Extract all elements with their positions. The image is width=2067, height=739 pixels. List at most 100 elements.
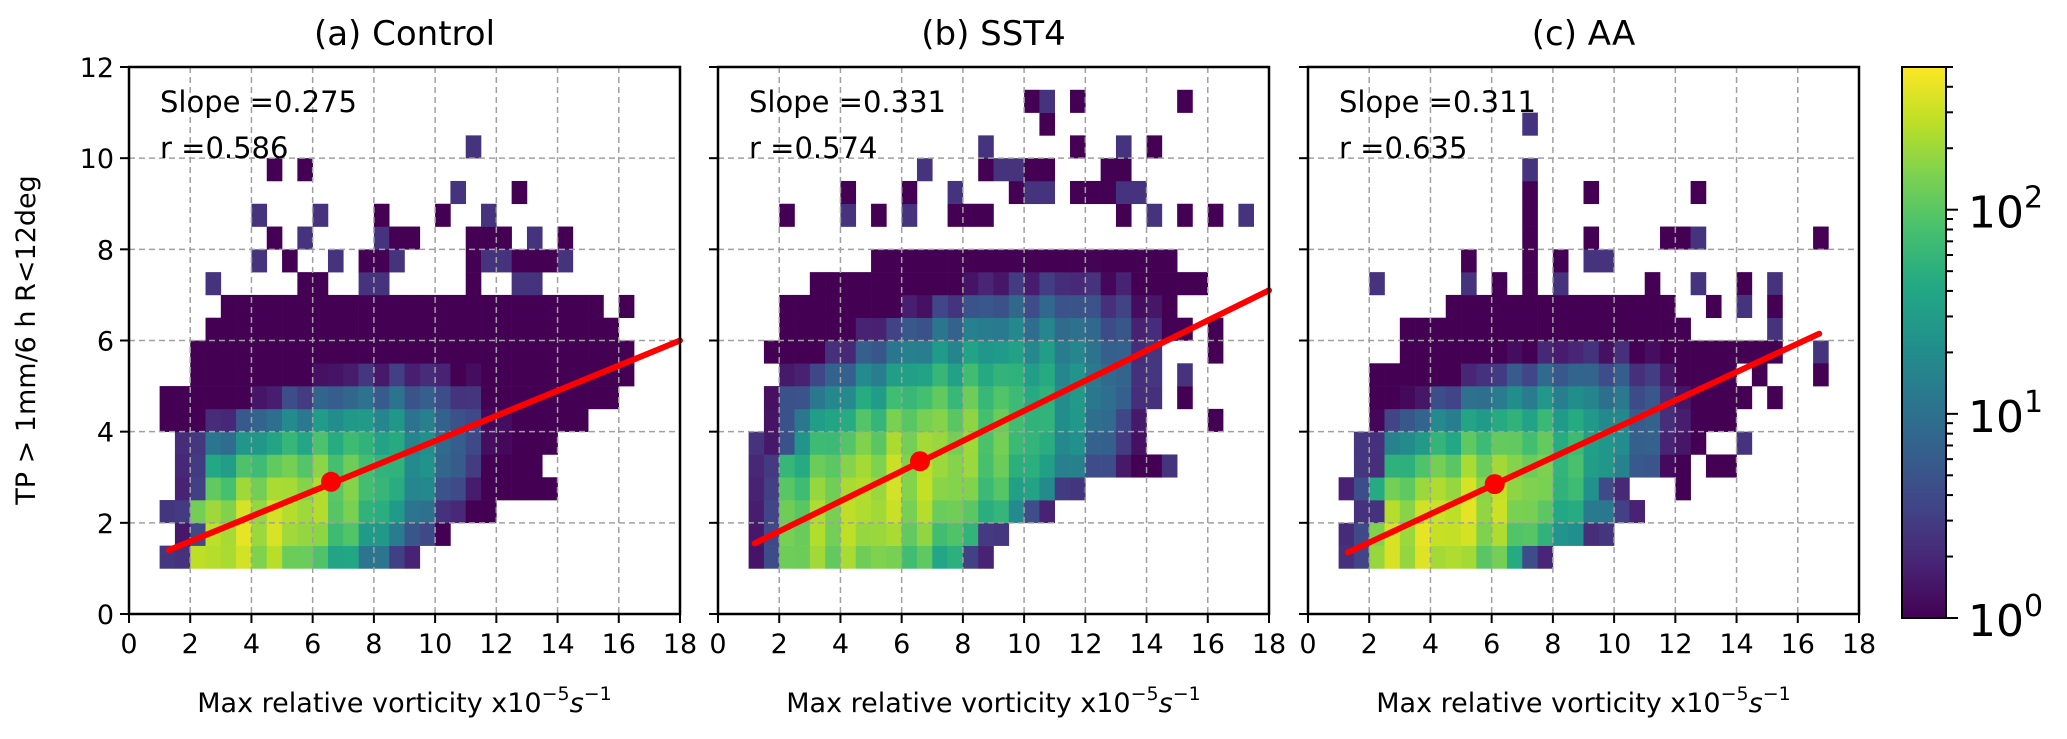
histogram-bin xyxy=(251,363,268,387)
histogram-bin xyxy=(1177,363,1193,387)
histogram-bin xyxy=(358,249,375,273)
histogram-bin xyxy=(809,431,826,455)
histogram-bin xyxy=(1491,545,1508,569)
histogram-bin xyxy=(978,340,994,364)
histogram-bin xyxy=(1384,545,1401,569)
histogram-bin xyxy=(871,203,887,227)
histogram-bin xyxy=(1552,522,1569,546)
histogram-bin xyxy=(1644,363,1661,387)
histogram-bin xyxy=(236,340,252,364)
histogram-bin xyxy=(1039,112,1056,136)
histogram-bin xyxy=(978,158,994,182)
histogram-bin xyxy=(190,408,206,432)
histogram-bin xyxy=(358,431,375,455)
histogram-bin xyxy=(886,386,902,410)
histogram-bin xyxy=(871,317,887,341)
histogram-bin xyxy=(481,500,497,524)
histogram-bin xyxy=(526,477,543,501)
histogram-bin xyxy=(190,386,206,410)
histogram-bin xyxy=(1024,408,1040,432)
histogram-bin xyxy=(343,522,359,546)
histogram-bin xyxy=(1115,431,1132,455)
histogram-bin xyxy=(1660,317,1676,341)
histogram-bin xyxy=(1675,317,1691,341)
histogram-bin xyxy=(1085,249,1101,273)
histogram-bin xyxy=(1813,363,1829,387)
x-tick-label: 2 xyxy=(1361,629,1378,660)
histogram-bin xyxy=(343,408,359,432)
histogram-bin xyxy=(1353,477,1370,501)
histogram-bin xyxy=(404,386,421,410)
histogram-bin xyxy=(327,545,344,569)
histogram-bin xyxy=(1461,522,1477,546)
histogram-bin xyxy=(1660,226,1676,250)
histogram-bin xyxy=(871,408,887,432)
histogram-bin xyxy=(1506,500,1523,524)
histogram-bin xyxy=(1568,522,1584,546)
x-tick-label: 8 xyxy=(1544,629,1561,660)
histogram-bin xyxy=(855,363,872,387)
histogram-bin xyxy=(1177,386,1193,410)
y-tick-label: 6 xyxy=(97,327,114,358)
histogram-bin xyxy=(779,317,795,341)
histogram-bin xyxy=(1690,431,1707,455)
histogram-bin xyxy=(1369,545,1385,569)
histogram-bin xyxy=(947,294,964,319)
histogram-bin xyxy=(748,545,765,569)
histogram-bin xyxy=(886,317,902,341)
histogram-bin xyxy=(1598,386,1615,410)
histogram-bin xyxy=(1430,386,1447,410)
histogram-bin xyxy=(840,363,857,387)
histogram-bin xyxy=(343,477,359,501)
histogram-bin xyxy=(1085,180,1101,205)
histogram-bin xyxy=(1598,294,1615,319)
histogram-bin xyxy=(1506,386,1523,410)
histogram-bin xyxy=(916,340,933,364)
histogram-bin xyxy=(1445,545,1462,569)
histogram-bin xyxy=(312,340,329,364)
histogram-bin xyxy=(1024,294,1040,319)
histogram-bin xyxy=(389,226,405,250)
histogram-bin xyxy=(1024,454,1040,478)
histogram-bin xyxy=(373,545,390,569)
histogram-bin xyxy=(1537,477,1554,501)
histogram-bin xyxy=(978,249,994,273)
histogram-bin xyxy=(389,522,405,546)
histogram-bin xyxy=(220,363,237,387)
histogram-bin xyxy=(1039,454,1056,478)
histogram-bin xyxy=(947,386,964,410)
histogram-bin xyxy=(1537,363,1554,387)
histogram-bin xyxy=(1537,340,1554,364)
slope-label: Slope =0.311 xyxy=(1339,85,1536,119)
histogram-bin xyxy=(205,545,222,569)
mean-point xyxy=(321,471,342,492)
histogram-bin xyxy=(1583,454,1600,478)
histogram-bin xyxy=(404,500,421,524)
histogram-bin xyxy=(343,340,359,364)
histogram-bin xyxy=(932,340,948,364)
histogram-bin xyxy=(916,158,933,182)
histogram-bin xyxy=(236,294,252,319)
histogram-bin xyxy=(1430,408,1447,432)
histogram-bin xyxy=(962,294,979,319)
histogram-bin xyxy=(511,317,528,341)
histogram-bin xyxy=(1399,340,1416,364)
histogram-bin xyxy=(1115,180,1132,205)
histogram-bin xyxy=(1415,431,1431,455)
histogram-bin xyxy=(1100,158,1117,182)
histogram-bin xyxy=(825,272,841,296)
histogram-bin xyxy=(205,317,222,341)
histogram-bin xyxy=(1736,272,1753,296)
histogram-bin xyxy=(1207,340,1224,364)
histogram-bin xyxy=(297,272,313,296)
y-tick-label: 12 xyxy=(80,53,114,84)
histogram-bin xyxy=(779,431,795,455)
histogram-bin xyxy=(993,454,1010,478)
histogram-bin xyxy=(1522,545,1538,569)
histogram-bin xyxy=(174,454,191,478)
histogram-bin xyxy=(190,340,206,364)
histogram-bin xyxy=(404,545,421,569)
histogram-bin xyxy=(205,408,222,432)
histogram-bin xyxy=(1039,294,1056,319)
histogram-bin xyxy=(1598,408,1615,432)
